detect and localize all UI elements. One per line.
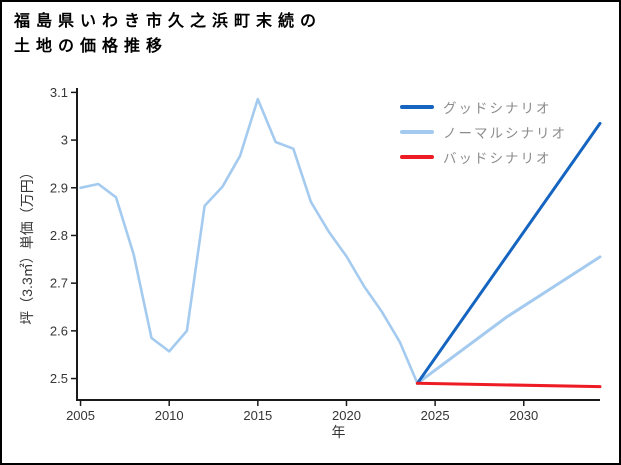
- x-axis-label: 年: [332, 424, 346, 440]
- chart-title-line1: 福島県いわき市久之浜町末続の: [14, 13, 323, 30]
- legend-item-good[interactable]: グッドシナリオ: [400, 94, 567, 119]
- chart-title-line2: 土地の価格推移: [14, 38, 169, 55]
- x-tick-label-2015: 2015: [243, 408, 272, 423]
- y-tick-label-3: 3: [61, 133, 68, 148]
- legend-label-good: グッドシナリオ: [443, 100, 552, 116]
- series-bad-line: [415, 381, 602, 389]
- legend-swatch-bad: [400, 154, 434, 159]
- series-history-line: [79, 97, 419, 385]
- series-normal-line: [415, 255, 602, 385]
- legend-item-normal[interactable]: ノーマルシナリオ: [400, 119, 567, 144]
- y-tick-label-2.7: 2.7: [50, 276, 68, 291]
- x-tick-label-2010: 2010: [155, 408, 184, 423]
- x-tick-label-2025: 2025: [421, 408, 450, 423]
- y-tick-label-2.8: 2.8: [50, 228, 68, 243]
- legend-swatch-normal: [400, 129, 434, 134]
- chart-legend: グッドシナリオ ノーマルシナリオ バッドシナリオ: [400, 94, 567, 169]
- x-tick-label-2030: 2030: [509, 408, 538, 423]
- series-good-line: [415, 121, 602, 385]
- y-tick-label-3.1: 3.1: [50, 85, 68, 100]
- x-tick-label-2020: 2020: [332, 408, 361, 423]
- legend-swatch-good: [400, 104, 434, 109]
- y-tick-label-2.5: 2.5: [50, 371, 68, 386]
- y-tick-label-2.6: 2.6: [50, 323, 68, 338]
- x-tick-label-2005: 2005: [66, 408, 95, 423]
- legend-item-bad[interactable]: バッドシナリオ: [400, 144, 567, 169]
- legend-label-normal: ノーマルシナリオ: [443, 125, 567, 141]
- legend-label-bad: バッドシナリオ: [443, 150, 552, 166]
- chart-title: 福島県いわき市久之浜町末続の 土地の価格推移: [14, 9, 322, 59]
- y-tick-label-2.9: 2.9: [50, 180, 68, 195]
- y-axis-label: 坪（3.3㎡）単価（万円）: [19, 165, 35, 324]
